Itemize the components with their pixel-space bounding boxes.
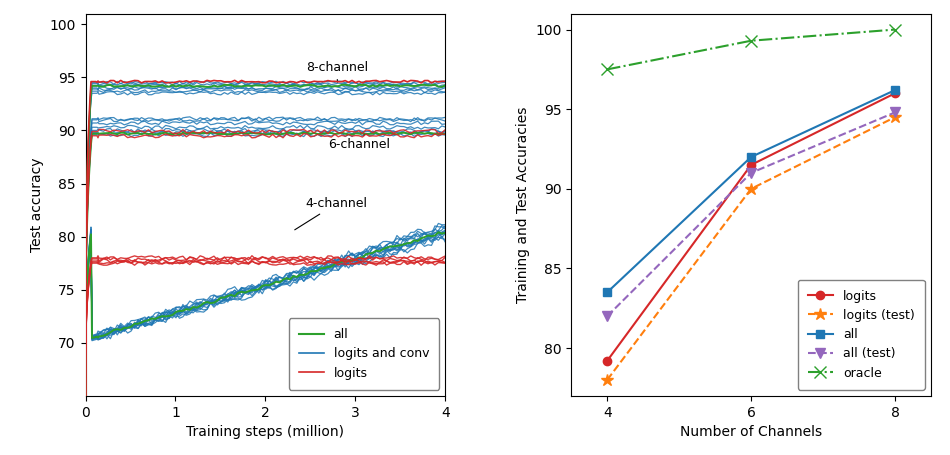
Y-axis label: Training and Test Accuracies: Training and Test Accuracies (516, 106, 529, 303)
oracle (746, 38, 757, 44)
Line: logits: logits (603, 89, 900, 365)
oracle (601, 66, 613, 72)
all (889, 87, 901, 93)
all (746, 154, 757, 160)
Line: all (test): all (test) (602, 107, 900, 321)
Line: all: all (603, 86, 900, 297)
X-axis label: Training steps (million): Training steps (million) (186, 425, 345, 439)
logits (test) (601, 377, 613, 383)
Text: 4-channel: 4-channel (294, 197, 368, 230)
all (test) (601, 313, 613, 319)
logits (601, 358, 613, 364)
Text: 8-channel: 8-channel (306, 61, 368, 82)
Line: logits (test): logits (test) (601, 111, 902, 386)
Legend: all, logits and conv, logits: all, logits and conv, logits (289, 318, 439, 389)
Text: 6-channel: 6-channel (329, 135, 390, 152)
X-axis label: Number of Channels: Number of Channels (680, 425, 822, 439)
all (601, 289, 613, 295)
Legend: logits, logits (test), all, all (test), oracle: logits, logits (test), all, all (test), … (798, 280, 924, 389)
logits (test) (746, 186, 757, 192)
logits (746, 162, 757, 168)
all (test) (889, 110, 901, 115)
oracle (889, 27, 901, 32)
logits (889, 91, 901, 96)
Line: oracle: oracle (601, 24, 901, 75)
all (test) (746, 170, 757, 176)
Y-axis label: Test accuracy: Test accuracy (29, 157, 44, 252)
logits (test) (889, 114, 901, 120)
